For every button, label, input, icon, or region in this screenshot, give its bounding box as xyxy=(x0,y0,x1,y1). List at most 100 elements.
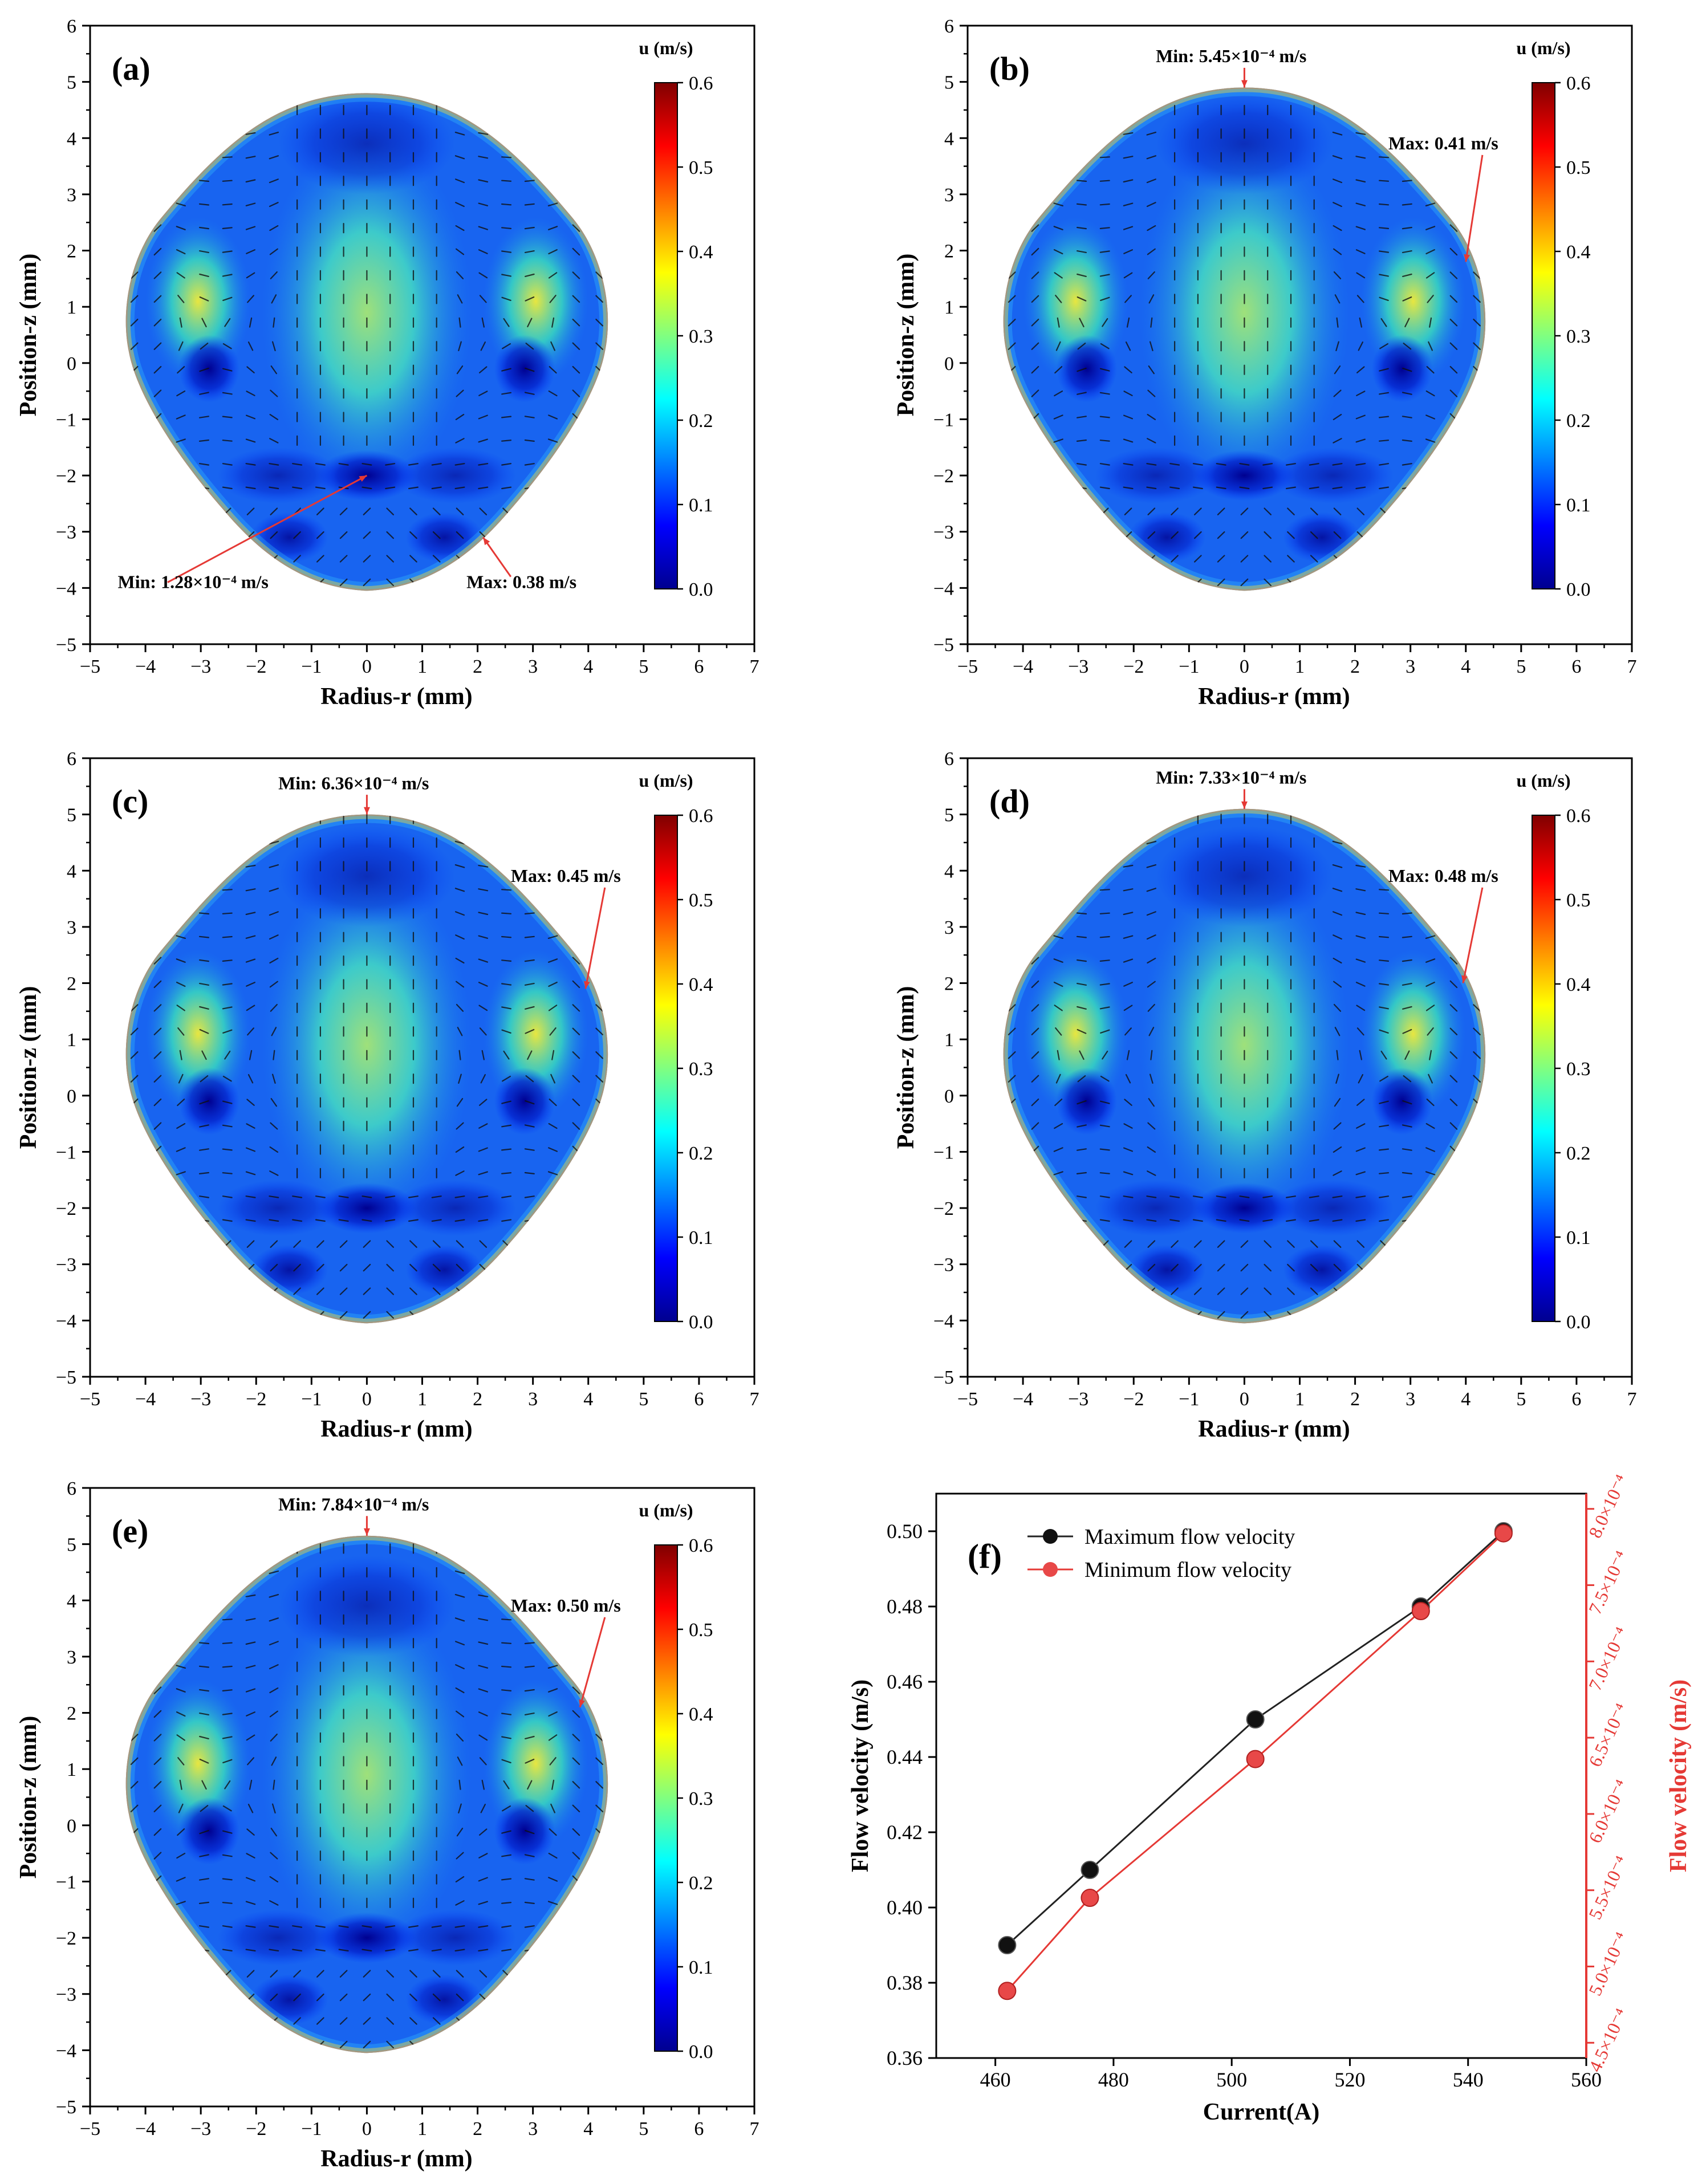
velocity-arrow xyxy=(1123,935,1134,939)
y-tick-label: 6 xyxy=(67,749,76,770)
velocity-arrow xyxy=(1146,934,1156,940)
velocity-arrow xyxy=(361,1925,372,1928)
x-axis-label: Radius-r (mm) xyxy=(320,1416,472,1442)
velocity-arrow xyxy=(1264,1240,1272,1248)
velocity-arrow xyxy=(271,1756,277,1766)
velocity-arrow xyxy=(153,1544,162,1553)
velocity-arrow xyxy=(454,840,465,845)
velocity-arrow xyxy=(1379,368,1389,372)
velocity-arrow xyxy=(1053,463,1064,466)
velocity-arrow xyxy=(1355,841,1366,844)
velocity-arrow xyxy=(1355,935,1366,939)
velocity-arrow xyxy=(1147,1170,1156,1176)
colorbar-tick-label: 0.5 xyxy=(689,1620,713,1641)
velocity-arrow xyxy=(176,1877,186,1882)
velocity-arrow xyxy=(1473,1240,1481,1248)
dark-lobe xyxy=(405,512,484,563)
velocity-arrow xyxy=(1031,201,1039,209)
velocity-arrow xyxy=(1449,342,1458,350)
colorbar-tick-label: 0.2 xyxy=(689,1143,713,1164)
velocity-arrow xyxy=(572,1568,580,1576)
velocity-arrow xyxy=(222,1195,233,1198)
velocity-arrow xyxy=(525,531,534,539)
velocity-arrow xyxy=(547,156,558,159)
velocity-arrow xyxy=(199,1925,209,1928)
velocity-arrow xyxy=(271,1027,277,1036)
velocity-arrow xyxy=(269,888,279,892)
colorbar-tick-label: 0.5 xyxy=(1566,890,1591,911)
colorbar-title: u (m/s) xyxy=(1516,770,1570,791)
velocity-arrow xyxy=(270,1852,278,1860)
velocity-arrow xyxy=(1031,815,1039,823)
velocity-arrow xyxy=(478,1123,488,1129)
velocity-arrow xyxy=(1333,271,1342,279)
velocity-arrow xyxy=(1031,886,1039,894)
y-tick-label: −1 xyxy=(56,1142,76,1163)
max-annotation: Max: 0.45 m/s xyxy=(511,865,621,886)
velocity-arrow xyxy=(595,1122,604,1130)
velocity-arrow xyxy=(1449,1075,1458,1083)
velocity-arrow xyxy=(431,463,442,466)
velocity-arrow xyxy=(1309,1195,1319,1198)
velocity-arrow xyxy=(153,839,162,847)
velocity-arrow xyxy=(1031,1051,1039,1059)
velocity-arrow xyxy=(1053,179,1064,183)
velocity-arrow xyxy=(524,1172,535,1174)
velocity-arrow xyxy=(478,818,489,820)
velocity-arrow xyxy=(1355,1171,1366,1176)
max-annotation: Max: 0.48 m/s xyxy=(1388,865,1498,886)
velocity-arrow xyxy=(1146,840,1157,845)
velocity-arrow xyxy=(1332,486,1343,490)
velocity-arrow xyxy=(1403,1075,1412,1083)
x-tick-label: 0 xyxy=(362,2118,372,2140)
velocity-arrow xyxy=(1425,981,1435,987)
velocity-arrow xyxy=(1099,392,1110,395)
velocity-arrow xyxy=(1008,295,1016,303)
velocity-arrow xyxy=(1425,463,1436,466)
colorbar-tick-label: 0.0 xyxy=(689,1312,713,1333)
velocity-arrow xyxy=(1031,153,1039,161)
velocity-arrow xyxy=(130,389,139,397)
velocity-arrow xyxy=(1030,1219,1041,1222)
velocity-arrow xyxy=(1355,818,1366,820)
velocity-arrow xyxy=(572,1994,580,2002)
velocity-arrow xyxy=(549,555,557,563)
velocity-arrow xyxy=(247,295,254,303)
velocity-arrow xyxy=(1053,202,1064,206)
velocity-arrow xyxy=(1147,531,1156,539)
velocity-arrow xyxy=(153,1169,162,1177)
velocity-arrow xyxy=(1030,1195,1041,1198)
velocity-arrow xyxy=(547,1949,558,1952)
velocity-arrow xyxy=(1403,343,1412,350)
velocity-arrow xyxy=(1380,1264,1388,1272)
velocity-arrow xyxy=(1054,1099,1063,1107)
velocity-arrow xyxy=(524,1618,535,1621)
velocity-arrow xyxy=(501,1736,512,1739)
velocity-arrow xyxy=(1380,555,1388,563)
velocity-arrow xyxy=(1427,295,1434,303)
velocity-arrow xyxy=(269,864,279,868)
x-axis-label: Radius-r (mm) xyxy=(1198,684,1350,710)
velocity-arrow xyxy=(595,531,604,539)
velocity-arrow xyxy=(1078,578,1086,587)
velocity-arrow xyxy=(524,180,535,182)
velocity-arrow xyxy=(455,1900,465,1906)
y-tick-label: −4 xyxy=(933,578,954,599)
velocity-arrow xyxy=(199,1195,209,1198)
velocity-arrow xyxy=(1332,1195,1343,1198)
colorbar-tick-label: 0.1 xyxy=(1566,1227,1591,1248)
velocity-arrow xyxy=(549,1994,557,2002)
velocity-arrow xyxy=(525,1028,535,1034)
velocity-arrow xyxy=(1194,531,1202,539)
velocity-arrow xyxy=(549,531,557,539)
velocity-arrow xyxy=(1217,531,1225,539)
velocity-arrow xyxy=(432,1994,441,2002)
velocity-arrow xyxy=(1310,578,1318,587)
velocity-arrow xyxy=(1123,1219,1134,1222)
y-tick-label: 6 xyxy=(944,16,954,37)
velocity-arrow xyxy=(572,555,580,563)
velocity-arrow xyxy=(1425,226,1436,230)
velocity-arrow xyxy=(572,437,580,445)
velocity-arrow xyxy=(272,1803,276,1813)
velocity-arrow xyxy=(1148,1097,1155,1107)
